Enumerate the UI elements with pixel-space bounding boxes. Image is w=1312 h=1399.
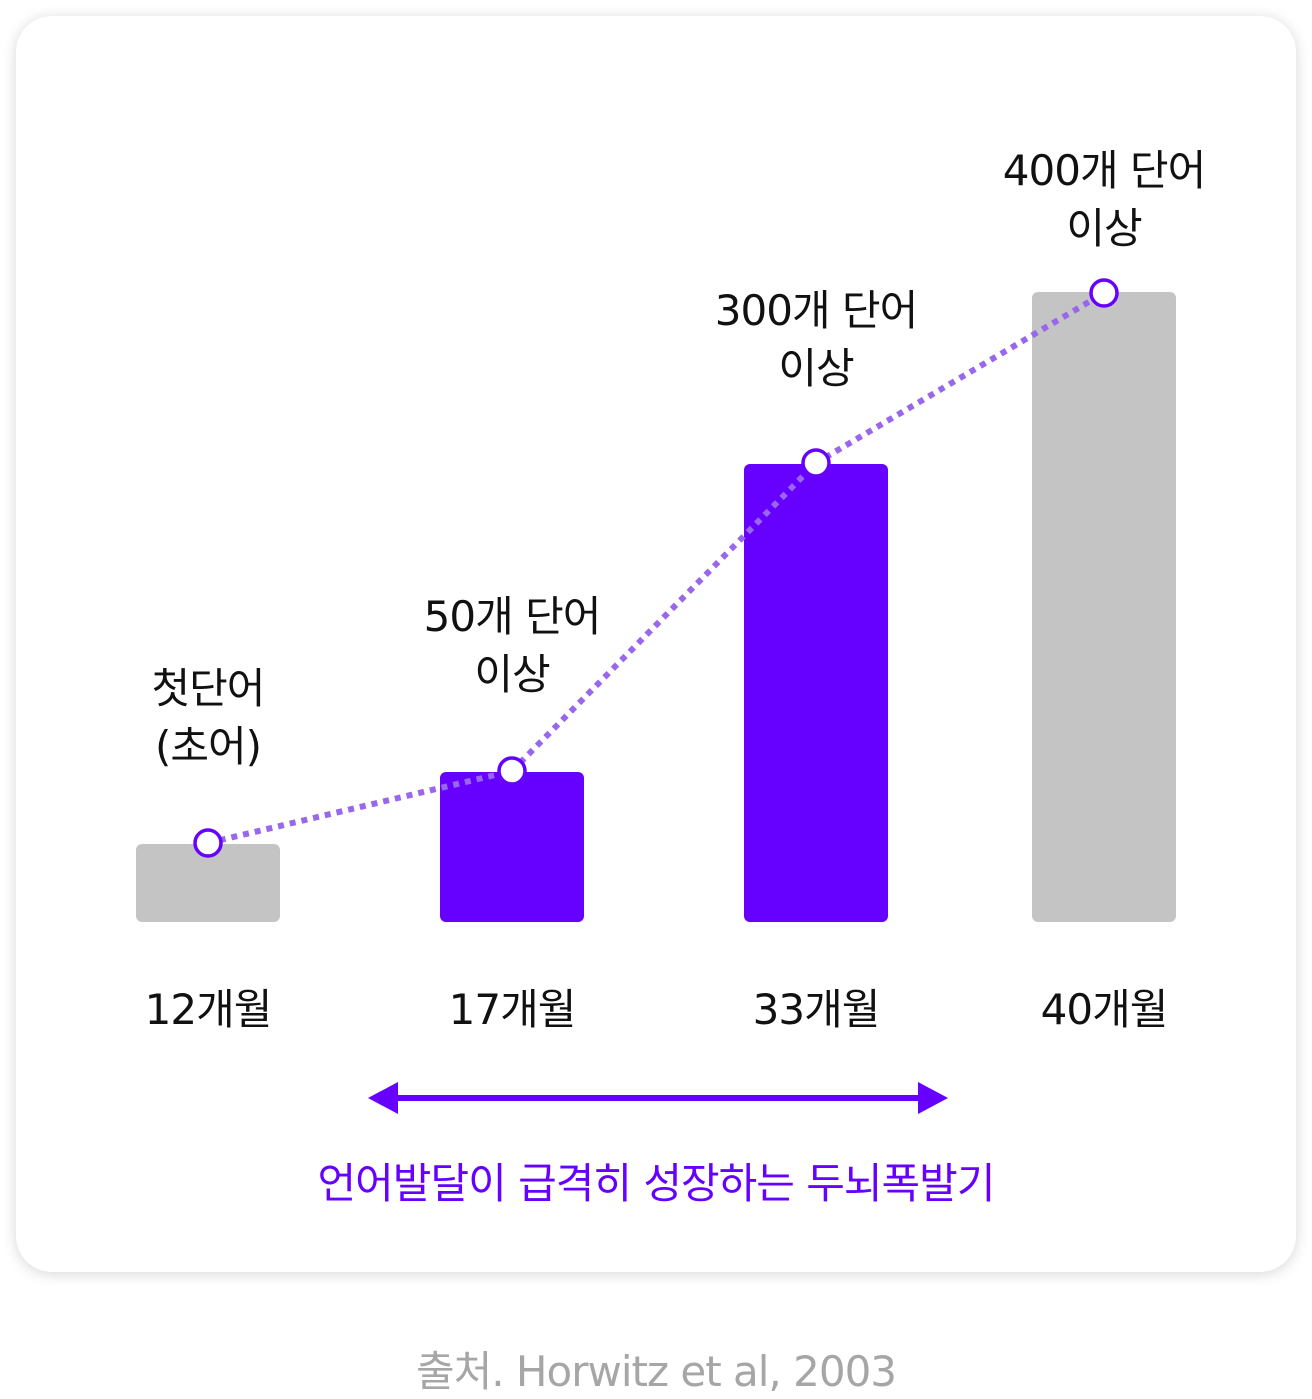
point-marker-3 — [801, 448, 831, 478]
point-marker-4 — [1089, 278, 1119, 308]
period-arrow-right-head — [918, 1082, 948, 1114]
bar-4 — [1032, 292, 1176, 922]
point-marker-2 — [497, 756, 527, 786]
value-label-line: 이상 — [778, 344, 854, 393]
x-tick-label-1: 12개월 — [144, 985, 273, 1034]
bar-2 — [440, 772, 584, 922]
trend-line — [207, 290, 1106, 846]
source-caption: 출처. Horwitz et al, 2003 — [415, 1347, 897, 1396]
x-tick-label-3: 33개월 — [752, 985, 881, 1034]
x-tick-label-4: 40개월 — [1040, 985, 1169, 1034]
bar-1 — [136, 844, 280, 922]
x-tick-label-2: 17개월 — [448, 985, 577, 1034]
value-label-line: (초어) — [154, 722, 262, 771]
point-marker-1 — [193, 828, 223, 858]
value-label-line: 이상 — [474, 650, 550, 699]
value-label-line: 400개 단어 — [1002, 146, 1206, 195]
value-label-line: 첫단어 — [151, 664, 266, 713]
period-arrow-left-head — [368, 1082, 398, 1114]
value-label-line: 300개 단어 — [714, 286, 918, 335]
value-label-line: 이상 — [1066, 204, 1142, 253]
bar-3 — [744, 464, 888, 922]
value-label-line: 50개 단어 — [423, 592, 602, 641]
value-label-1: 첫단어 (초어) — [58, 660, 358, 776]
growth-period-label: 언어발달이 급격히 성장하는 두뇌폭발기 — [317, 1159, 996, 1208]
